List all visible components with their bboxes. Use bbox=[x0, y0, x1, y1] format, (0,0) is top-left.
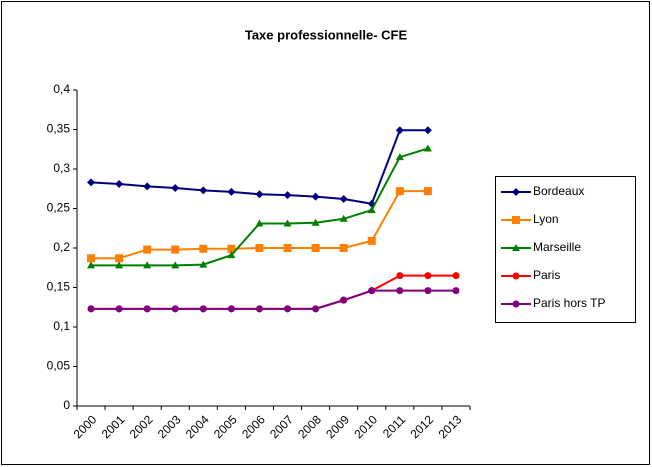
marker bbox=[171, 183, 180, 192]
marker bbox=[395, 187, 404, 196]
marker bbox=[171, 305, 179, 313]
marker bbox=[452, 272, 460, 280]
marker bbox=[423, 187, 432, 196]
marker bbox=[283, 191, 292, 200]
marker bbox=[171, 261, 180, 269]
marker bbox=[512, 300, 520, 308]
marker bbox=[311, 192, 320, 201]
y-tick-label: 0,4 bbox=[53, 82, 70, 96]
marker bbox=[395, 153, 404, 161]
marker bbox=[311, 244, 320, 252]
marker bbox=[284, 305, 292, 313]
marker bbox=[512, 188, 520, 196]
marker bbox=[143, 261, 152, 269]
marker bbox=[87, 305, 95, 313]
marker bbox=[143, 305, 151, 313]
marker bbox=[283, 244, 292, 252]
marker bbox=[339, 244, 348, 252]
chart-title: Taxe professionnelle- CFE bbox=[245, 27, 408, 42]
marker bbox=[87, 261, 96, 269]
y-tick-label: 0,1 bbox=[53, 319, 70, 333]
marker bbox=[367, 236, 376, 245]
marker bbox=[424, 287, 432, 295]
y-tick-label: 0 bbox=[63, 398, 70, 412]
marker bbox=[452, 287, 460, 295]
marker bbox=[368, 287, 376, 295]
marker bbox=[340, 296, 348, 304]
marker bbox=[199, 305, 207, 313]
marker bbox=[199, 260, 208, 268]
marker bbox=[367, 206, 376, 214]
y-tick-label: 0,25 bbox=[47, 201, 71, 215]
marker bbox=[512, 272, 520, 280]
marker bbox=[255, 305, 263, 313]
marker bbox=[87, 254, 96, 263]
y-tick-label: 0,35 bbox=[47, 122, 71, 136]
marker bbox=[227, 187, 236, 196]
marker bbox=[311, 218, 320, 226]
marker bbox=[283, 219, 292, 227]
y-tick-label: 0,15 bbox=[47, 280, 71, 294]
marker bbox=[423, 144, 432, 152]
marker bbox=[143, 182, 152, 191]
marker bbox=[199, 186, 208, 195]
marker bbox=[115, 305, 123, 313]
marker bbox=[171, 245, 180, 254]
marker bbox=[512, 244, 520, 251]
legend-label: Bordeaux bbox=[533, 184, 584, 198]
marker bbox=[396, 287, 404, 295]
marker bbox=[424, 272, 432, 280]
marker bbox=[255, 190, 264, 199]
y-tick-label: 0,05 bbox=[47, 359, 71, 373]
marker bbox=[143, 245, 152, 254]
y-tick-label: 0,2 bbox=[53, 240, 70, 254]
marker bbox=[423, 126, 432, 135]
y-tick-label: 0,3 bbox=[53, 161, 70, 175]
marker bbox=[227, 244, 236, 253]
marker bbox=[512, 216, 520, 224]
marker bbox=[339, 195, 348, 204]
marker bbox=[339, 214, 348, 222]
marker bbox=[199, 244, 208, 253]
marker bbox=[395, 126, 404, 135]
marker bbox=[115, 261, 124, 269]
marker bbox=[396, 272, 404, 280]
series-line bbox=[91, 289, 456, 310]
marker bbox=[227, 251, 236, 259]
marker bbox=[255, 244, 264, 252]
legend-label: Lyon bbox=[533, 212, 559, 226]
marker bbox=[255, 219, 264, 227]
legend-label: Marseille bbox=[533, 240, 581, 254]
marker bbox=[227, 305, 235, 313]
legend-label: Paris hors TP bbox=[533, 296, 605, 310]
marker bbox=[312, 305, 320, 313]
marker bbox=[87, 178, 96, 187]
marker bbox=[115, 180, 124, 189]
marker bbox=[115, 254, 124, 263]
legend-label: Paris bbox=[533, 268, 560, 282]
